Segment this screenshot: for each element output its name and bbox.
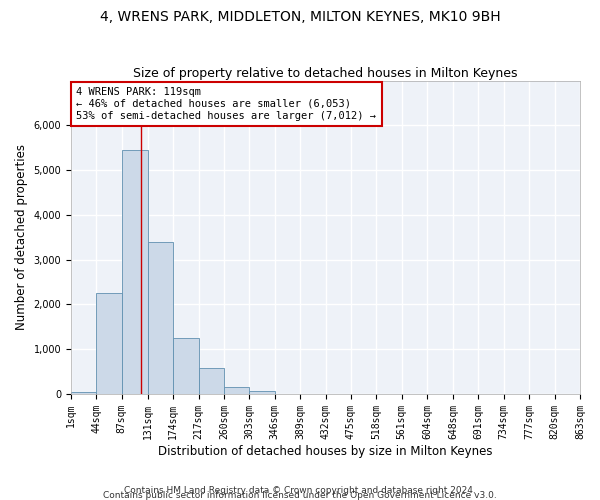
Bar <box>122 150 148 394</box>
X-axis label: Distribution of detached houses by size in Milton Keynes: Distribution of detached houses by size … <box>158 444 493 458</box>
Text: Contains public sector information licensed under the Open Government Licence v3: Contains public sector information licen… <box>103 490 497 500</box>
Bar <box>250 390 275 394</box>
Y-axis label: Number of detached properties: Number of detached properties <box>15 144 28 330</box>
Text: 4, WRENS PARK, MIDDLETON, MILTON KEYNES, MK10 9BH: 4, WRENS PARK, MIDDLETON, MILTON KEYNES,… <box>100 10 500 24</box>
Bar <box>199 368 224 394</box>
Bar <box>224 387 250 394</box>
Bar <box>97 294 122 394</box>
Title: Size of property relative to detached houses in Milton Keynes: Size of property relative to detached ho… <box>133 66 518 80</box>
Text: 4 WRENS PARK: 119sqm
← 46% of detached houses are smaller (6,053)
53% of semi-de: 4 WRENS PARK: 119sqm ← 46% of detached h… <box>76 88 376 120</box>
Bar <box>71 392 97 394</box>
Bar <box>173 338 199 394</box>
Text: Contains HM Land Registry data © Crown copyright and database right 2024.: Contains HM Land Registry data © Crown c… <box>124 486 476 495</box>
Bar <box>148 242 173 394</box>
